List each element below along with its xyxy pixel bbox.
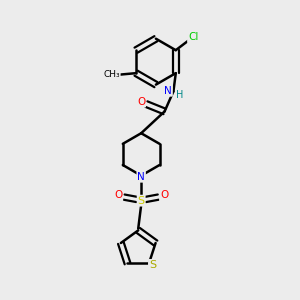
Text: Cl: Cl: [188, 32, 198, 42]
Text: O: O: [114, 190, 122, 200]
Text: S: S: [149, 260, 156, 270]
Text: H: H: [176, 90, 184, 100]
Text: O: O: [160, 190, 168, 200]
Text: CH₃: CH₃: [103, 70, 120, 79]
Text: S: S: [138, 196, 145, 206]
Text: O: O: [137, 97, 145, 107]
Text: N: N: [137, 172, 145, 182]
Text: N: N: [164, 86, 172, 96]
